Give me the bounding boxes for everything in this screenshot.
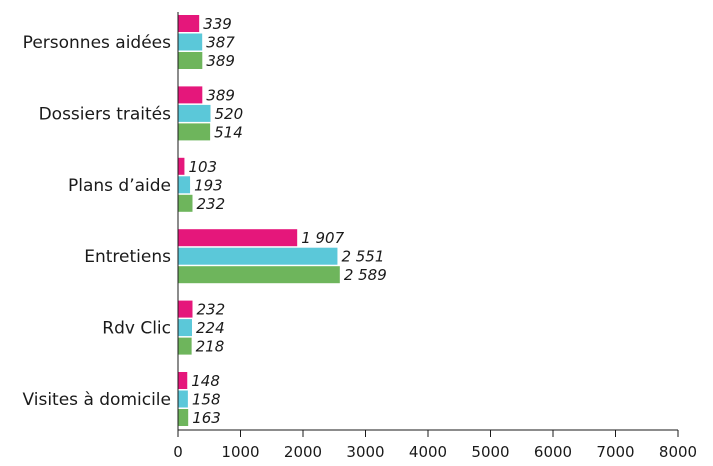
data-label: 389 <box>206 52 235 70</box>
data-label: 232 <box>197 301 226 319</box>
bar <box>178 337 192 355</box>
bar <box>178 86 203 104</box>
x-tick-label: 3000 <box>346 443 384 461</box>
bar <box>178 15 200 32</box>
bar <box>178 157 185 175</box>
bar <box>178 104 211 122</box>
x-tick-label: 5000 <box>471 443 509 461</box>
bar <box>178 123 211 141</box>
data-label: 158 <box>192 391 221 409</box>
category-label: Dossiers traités <box>39 104 172 124</box>
data-label: 2 589 <box>344 266 387 284</box>
data-label: 520 <box>215 105 244 123</box>
bar <box>178 33 203 51</box>
bars-layer <box>178 15 340 426</box>
data-label: 163 <box>192 409 221 427</box>
category-label: Rdv Clic <box>102 319 171 339</box>
data-label: 224 <box>196 319 225 337</box>
bar <box>178 319 192 337</box>
data-label: 103 <box>188 158 217 176</box>
bar <box>178 409 189 426</box>
x-axis: 0 1000 2000 3000 4000 5000 6000 7000 8000 <box>173 12 697 461</box>
bar <box>178 372 188 389</box>
data-label: 339 <box>203 15 232 33</box>
bar <box>178 52 203 69</box>
category-label: Visites à domicile <box>23 390 172 410</box>
x-tick-label: 0 <box>173 443 183 461</box>
x-tick-label: 7000 <box>596 443 634 461</box>
data-label: 148 <box>191 372 220 390</box>
category-label: Entretiens <box>84 247 171 267</box>
x-tick-label: 4000 <box>409 443 447 461</box>
data-label: 2 551 <box>341 248 384 266</box>
x-tick-label: 1000 <box>221 443 259 461</box>
data-label: 1 907 <box>301 229 344 247</box>
bar <box>178 266 340 284</box>
data-label: 387 <box>206 34 235 52</box>
data-label: 193 <box>194 176 223 194</box>
data-label: 389 <box>206 86 235 104</box>
bar <box>178 247 338 265</box>
data-label: 218 <box>196 338 225 356</box>
bar <box>178 194 193 212</box>
bar <box>178 176 191 194</box>
bar <box>178 390 188 408</box>
category-label: Plans d’aide <box>68 176 171 196</box>
bar <box>178 229 298 247</box>
bar <box>178 300 193 318</box>
category-label: Personnes aidées <box>23 33 171 53</box>
x-tick-label: 6000 <box>534 443 572 461</box>
data-label: 232 <box>197 195 226 213</box>
x-tick-label: 8000 <box>659 443 697 461</box>
x-tick-label: 2000 <box>284 443 322 461</box>
data-label: 514 <box>214 123 243 141</box>
